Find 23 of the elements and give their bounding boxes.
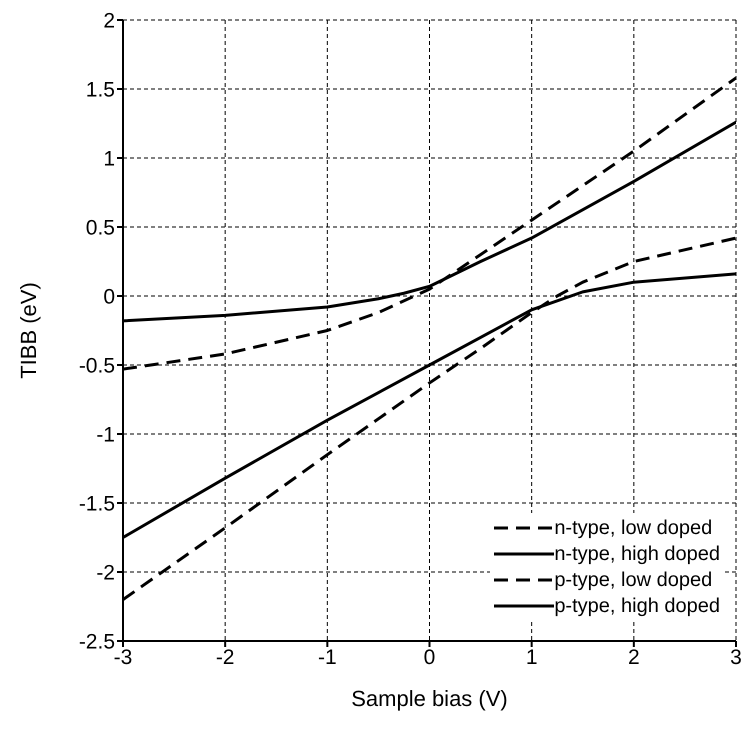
y-tick-label: -0.5 (78, 354, 115, 378)
y-tick-label: 1 (103, 147, 115, 170)
x-tick-label: -2 (216, 646, 235, 669)
x-tick-label: -1 (318, 646, 337, 669)
x-tick-label: 1 (526, 646, 538, 669)
y-tick-label: -2 (96, 561, 115, 584)
y-tick-label: 1.5 (86, 78, 115, 102)
y-tick-label: 0.5 (86, 216, 115, 240)
y-tick-label: -1.5 (78, 492, 115, 516)
x-tick-label: -3 (114, 646, 132, 669)
y-tick-label: -1 (96, 423, 115, 446)
y-tick-label: -2.5 (78, 630, 115, 654)
legend-label: n-type, high doped (554, 542, 720, 566)
legend-label: p-type, low doped (554, 568, 712, 592)
legend-label: p-type, high doped (554, 594, 720, 618)
x-tick-label: 2 (628, 646, 640, 669)
y-tick-label: 2 (103, 9, 115, 32)
y-tick-label: 0 (103, 285, 115, 308)
x-tick-label: 0 (424, 646, 436, 669)
x-axis-title: Sample bias (V) (351, 686, 508, 711)
legend-label: n-type, low doped (554, 516, 712, 540)
x-tick-label: 3 (730, 646, 742, 669)
y-axis-title: TIBB (eV) (16, 282, 41, 379)
